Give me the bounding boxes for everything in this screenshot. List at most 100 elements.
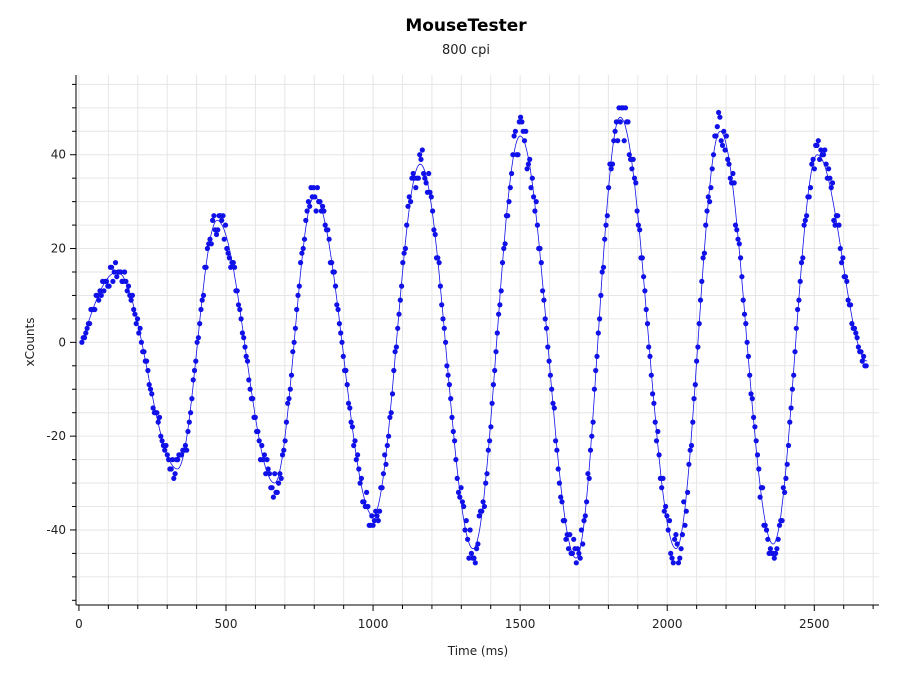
data-point — [264, 457, 270, 463]
data-point — [848, 302, 854, 308]
data-point — [703, 222, 709, 228]
data-point — [653, 438, 660, 444]
data-point — [208, 241, 214, 247]
data-point — [581, 518, 587, 524]
data-point — [322, 222, 328, 228]
data-point — [419, 147, 425, 153]
data-point — [499, 260, 506, 266]
data-point — [797, 278, 803, 284]
data-point — [699, 278, 705, 284]
x-tick-label: 1000 — [358, 617, 389, 631]
data-point — [582, 513, 588, 519]
data-point — [586, 475, 592, 481]
data-point — [277, 471, 283, 477]
data-point — [250, 396, 256, 402]
data-point — [461, 503, 467, 510]
data-point — [112, 260, 119, 266]
data-point — [303, 217, 309, 223]
data-point — [370, 522, 376, 528]
data-point — [200, 292, 207, 298]
data-point — [705, 194, 711, 200]
data-point — [282, 438, 288, 444]
data-point — [696, 321, 702, 327]
data-point — [534, 222, 541, 228]
data-point — [771, 555, 777, 561]
data-point — [669, 555, 675, 561]
data-point — [171, 475, 177, 481]
data-point — [853, 330, 859, 336]
data-point — [343, 367, 349, 374]
data-point — [241, 335, 247, 341]
data-point — [697, 297, 704, 303]
data-point — [410, 170, 416, 177]
data-point — [612, 128, 618, 134]
data-point — [515, 152, 521, 158]
data-point — [281, 447, 287, 453]
data-point — [800, 255, 806, 261]
data-point — [701, 250, 708, 256]
data-point — [164, 452, 170, 458]
data-point — [193, 358, 199, 364]
data-point — [584, 499, 590, 505]
data-point — [292, 325, 298, 331]
data-point — [757, 494, 763, 500]
data-point — [396, 311, 402, 317]
data-point — [136, 330, 142, 336]
data-point — [314, 185, 320, 191]
data-point — [290, 349, 296, 355]
chart-title: MouseTester — [405, 16, 527, 36]
data-point — [659, 485, 665, 491]
data-point — [779, 518, 785, 524]
data-point — [298, 260, 304, 266]
data-point — [573, 560, 579, 566]
data-point — [492, 367, 498, 374]
data-point — [679, 532, 686, 538]
data-point — [494, 330, 500, 336]
data-point — [745, 353, 752, 359]
data-point — [525, 161, 532, 167]
data-point — [767, 546, 774, 552]
data-point — [505, 213, 511, 219]
data-point — [133, 321, 139, 327]
data-point — [353, 457, 359, 463]
data-point — [440, 316, 446, 322]
data-point — [646, 344, 652, 350]
data-point — [615, 138, 621, 144]
data-point — [320, 203, 326, 209]
data-point — [683, 508, 689, 514]
data-point — [291, 339, 297, 345]
data-point — [101, 288, 107, 294]
data-point — [549, 386, 555, 392]
data-point — [340, 353, 346, 359]
data-point — [304, 208, 310, 214]
data-point — [553, 438, 559, 444]
data-point — [172, 471, 178, 477]
data-point — [417, 152, 423, 158]
data-point — [147, 386, 154, 392]
data-point — [490, 382, 496, 388]
data-point — [602, 236, 608, 242]
data-point — [150, 405, 156, 411]
data-point — [317, 199, 323, 205]
data-point — [399, 283, 405, 289]
data-point — [252, 414, 258, 420]
data-point — [225, 250, 231, 256]
data-point — [294, 306, 300, 313]
data-point — [694, 358, 700, 364]
data-point — [663, 503, 669, 510]
data-point — [305, 199, 311, 205]
data-point — [221, 236, 227, 242]
data-point — [204, 245, 210, 252]
data-point — [519, 119, 525, 125]
data-point — [692, 382, 698, 388]
data-point — [213, 231, 220, 238]
data-point — [432, 231, 438, 238]
x-axis-label: Time (ms) — [447, 644, 509, 658]
data-point — [446, 382, 452, 388]
data-point — [255, 428, 261, 435]
data-point — [756, 466, 762, 472]
data-point — [533, 199, 539, 205]
data-point — [569, 550, 576, 557]
data-point — [502, 241, 508, 247]
data-point — [98, 292, 104, 298]
